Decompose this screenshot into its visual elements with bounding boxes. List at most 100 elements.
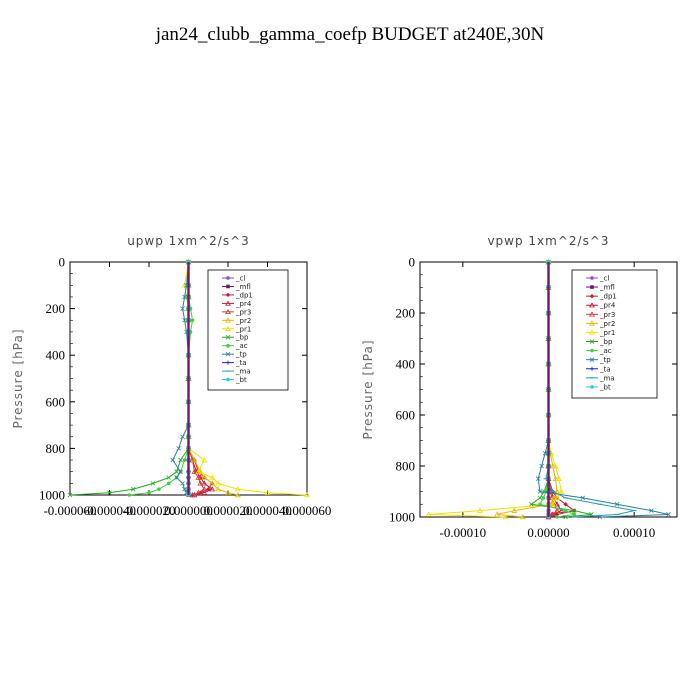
vpwp-y-tick-label: 0: [409, 255, 416, 270]
vpwp-legend-marker: [589, 357, 595, 362]
vpwp-legend-label: _ma: [599, 374, 615, 382]
vpwp-legend-label: _bt: [599, 383, 611, 391]
upwp-point-ac: [127, 493, 132, 497]
upwp-point-bp: [150, 481, 156, 486]
upwp-axes: 0 200 400 600 800 1000-0.000060-0.000040-0.00…: [39, 255, 331, 519]
upwp-legend-marker: [226, 284, 230, 289]
upwp-point-pr3: [197, 480, 204, 486]
upwp-x-tick-label: -0.000060: [43, 503, 96, 518]
upwp-legend-label: _bp: [235, 334, 249, 342]
vpwp-point-pr1: [554, 494, 560, 501]
upwp-panel: upwp 1xm^2/s^3 Pressure [hPa] 0 200 400 600…: [11, 234, 331, 518]
upwp-legend-label: _ma: [235, 368, 251, 376]
upwp-x-tick-label: 0.000040: [243, 503, 292, 518]
upwp-point-bp: [130, 486, 136, 492]
vpwp-point-pr1: [477, 507, 483, 513]
upwp-legend-label: _ta: [235, 359, 247, 367]
upwp-point-pr2: [201, 474, 208, 480]
upwp-point-bp: [67, 492, 73, 498]
upwp-y-axis-label: Pressure [hPa]: [11, 328, 25, 428]
upwp-legend-marker: [225, 292, 231, 298]
upwp-y-tick-label: 200: [46, 301, 66, 316]
upwp-point-pr2: [225, 489, 231, 495]
vpwp-point-tp: [537, 489, 543, 494]
upwp-legend-label: _pr2: [235, 317, 251, 325]
upwp-legend-label: _pr1: [235, 325, 251, 333]
upwp-point-pr4: [201, 480, 208, 486]
figure-title: jan24_clubb_gamma_coefp BUDGET at240E,30…: [155, 24, 545, 45]
upwp-legend-marker: [226, 360, 230, 365]
vpwp-point-ac: [563, 508, 568, 513]
upwp-point-tp: [180, 434, 185, 440]
vpwp-x-tick-label: -0.00010: [440, 525, 487, 540]
vpwp-legend-label: _mfl: [599, 284, 615, 292]
upwp-point-ac: [157, 487, 161, 491]
upwp-point-pr3: [195, 489, 202, 495]
vpwp-y-tick-label: 200: [396, 306, 416, 321]
upwp-point-pr2: [215, 486, 222, 492]
upwp-y-tick-label: 800: [46, 441, 66, 456]
upwp-point-tp: [182, 317, 187, 323]
upwp-legend-label: _bt: [235, 376, 247, 384]
upwp-legend-label: _mfl: [235, 283, 251, 291]
vpwp-point-bp: [537, 495, 543, 501]
upwp-legend-marker: [226, 276, 230, 280]
vpwp-point-tp: [666, 512, 671, 517]
vpwp-point-bp: [571, 508, 577, 513]
vpwp-point-ac: [538, 502, 542, 507]
vpwp-y-tick-label: 600: [396, 408, 416, 423]
upwp-point-pr1: [215, 480, 222, 486]
upwp-point-pr3: [189, 491, 196, 498]
vpwp-point-tp: [614, 501, 620, 507]
upwp-point-bp: [107, 490, 112, 495]
upwp-y-tick-label: 600: [46, 394, 66, 409]
upwp-point-pr1: [304, 491, 310, 498]
vpwp-legend-marker: [590, 276, 594, 280]
vpwp-point-pr2: [550, 494, 557, 501]
upwp-point-tp: [176, 446, 181, 451]
vpwp-legend-label: _cl: [599, 275, 609, 283]
upwp-legend-marker: [225, 300, 231, 306]
upwp-legend: _cl_mfl_dp1_pr4_pr3_pr2_pr1_bp_ac_tp_ta_…: [207, 269, 289, 391]
vpwp-point-ac: [541, 496, 546, 500]
vpwp-point-pr1: [425, 511, 432, 517]
upwp-point-tp: [182, 294, 187, 300]
vpwp-legend-marker: [589, 311, 595, 317]
upwp-point-ac: [182, 458, 187, 462]
upwp-x-tick-label: 0.000000: [164, 503, 213, 518]
vpwp-y-tick-label: 1000: [389, 510, 415, 525]
vpwp-point-pr2: [511, 507, 518, 513]
upwp-legend-label: _pr3: [235, 308, 251, 316]
vpwp-point-pr4: [554, 501, 560, 507]
upwp-legend-label: _dp1: [235, 291, 253, 299]
vpwp-legend-marker: [590, 366, 594, 371]
upwp-x-tick-label: 0.000060: [283, 503, 332, 518]
vpwp-legend-label: _bp: [599, 338, 613, 346]
vpwp-legend-marker: [589, 329, 595, 335]
upwp-point-pr3: [191, 468, 198, 474]
vpwp-legend-label: _pr1: [599, 329, 615, 337]
upwp-point-pr1: [234, 486, 241, 492]
vpwp-title: vpwp 1xm^2/s^3: [487, 234, 609, 248]
upwp-legend-label: _tp: [235, 351, 247, 359]
vpwp-y-axis-label: Pressure [hPa]: [361, 339, 375, 439]
vpwp-x-tick-label: 0.00010: [613, 525, 655, 540]
upwp-point-bp: [166, 475, 172, 480]
upwp-point-dp1: [206, 486, 211, 492]
vpwp-legend-label: _tp: [599, 356, 611, 364]
upwp-point-ac: [147, 490, 151, 495]
upwp-legend-label: _ac: [235, 342, 248, 350]
vpwp-legend-marker: [590, 348, 594, 353]
upwp-point-tp: [182, 486, 187, 492]
upwp-point-tp: [178, 469, 183, 474]
upwp-x-tick-label: -0.000020: [122, 503, 175, 518]
upwp-point-pr1: [201, 457, 208, 463]
upwp-x-tick-label: -0.000040: [83, 503, 136, 518]
upwp-y-tick-label: 400: [46, 348, 66, 363]
vpwp-legend-marker: [589, 293, 595, 299]
vpwp-y-tick-label: 800: [396, 459, 416, 474]
upwp-point-bp: [178, 457, 183, 463]
vpwp-series: [425, 258, 671, 520]
upwp-legend-marker: [225, 308, 231, 315]
